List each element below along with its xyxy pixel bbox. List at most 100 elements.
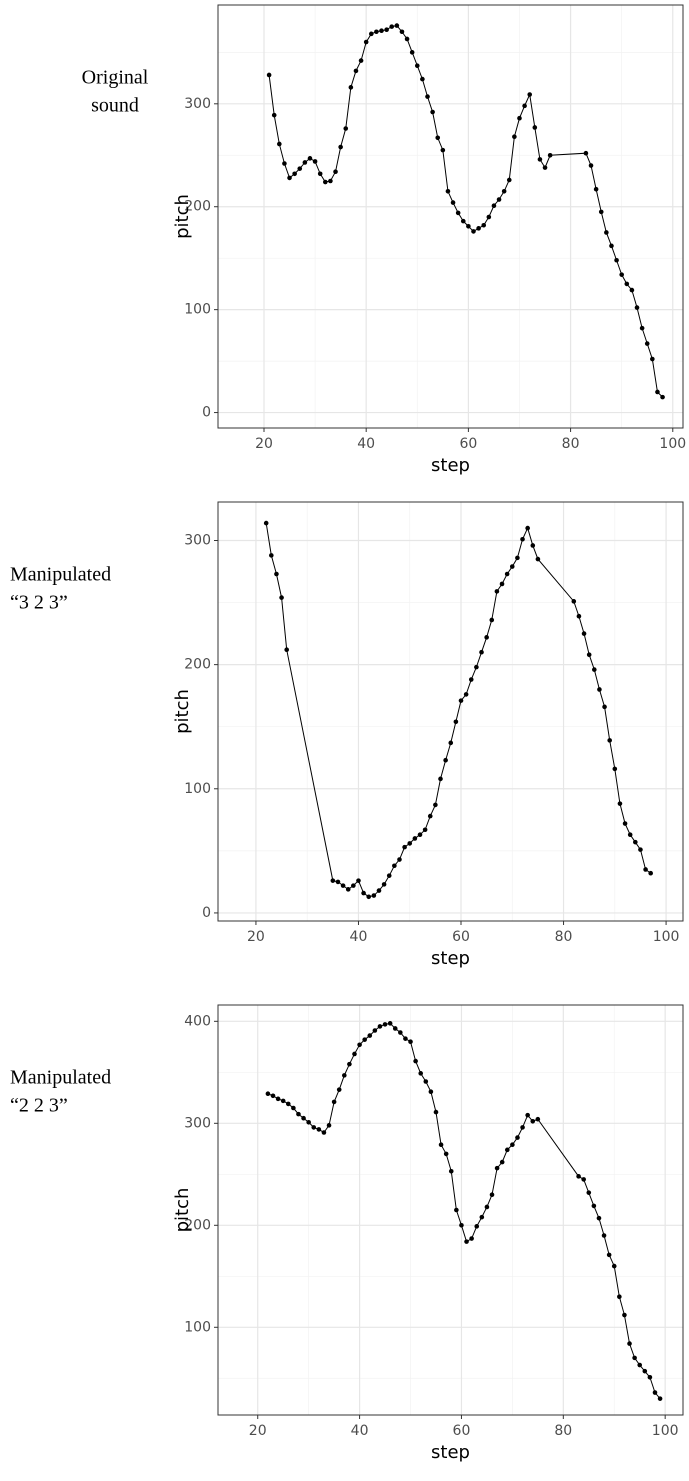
pitch-point: [468, 677, 474, 682]
pitch-point: [593, 186, 599, 192]
pitch-point: [372, 1028, 378, 1033]
pitch-point: [343, 126, 349, 131]
pitch-point: [263, 520, 269, 526]
pitch-point: [351, 883, 356, 888]
pitch-point: [496, 197, 502, 202]
pitch-point: [629, 287, 635, 293]
pitch-point: [506, 177, 512, 183]
pitch-point: [345, 887, 351, 892]
pitch-point: [474, 664, 479, 670]
pitch-point: [494, 589, 500, 594]
pitch-point: [353, 68, 359, 74]
y-tick-label: 100: [184, 781, 211, 797]
y-tick-label: 200: [184, 1217, 211, 1233]
x-tick-label: 60: [459, 436, 477, 452]
pitch-point: [362, 1037, 367, 1042]
pitch-point: [458, 698, 464, 703]
panel-annotation: Manipulated: [10, 1067, 111, 1089]
pitch-point: [509, 564, 515, 569]
pitch-point: [307, 156, 313, 161]
pitch-point: [413, 1058, 418, 1064]
pitch-point: [489, 617, 495, 623]
pitch-point: [515, 555, 520, 561]
pitch-point: [417, 832, 423, 838]
pitch-point: [450, 200, 456, 205]
x-tick-label: 100: [659, 436, 686, 452]
pitch-point: [285, 1101, 291, 1107]
pitch-point: [527, 92, 533, 97]
pitch-point: [418, 1071, 424, 1076]
pitch-point: [499, 1159, 505, 1165]
pitch-point: [638, 847, 643, 852]
pitch-point: [376, 888, 382, 893]
pitch-point: [576, 613, 582, 619]
pitch-point: [404, 36, 410, 42]
pitch-point: [422, 827, 428, 833]
y-tick-label: 100: [184, 1319, 211, 1335]
chart: 20 40 60 80 100 100 200 300 400 step pitch Manipula…: [10, 1004, 684, 1463]
pitch-point: [423, 1079, 429, 1084]
pitch-point: [471, 229, 476, 234]
pitch-point: [601, 1233, 607, 1238]
pitch-point: [292, 171, 297, 177]
pitch-point: [537, 157, 543, 162]
pitch-point: [312, 159, 318, 164]
pitch-point: [361, 890, 366, 896]
pitch-point: [586, 1190, 592, 1195]
pitch-point: [466, 223, 471, 229]
pitch-point: [530, 543, 536, 548]
pitch-point: [607, 738, 612, 743]
chart: 20 40 60 80 100 0 100 200 300 step pitch Manipulate…: [10, 501, 684, 969]
pitch-point: [644, 341, 650, 346]
pitch-point: [282, 161, 287, 166]
pitch-point: [430, 109, 435, 115]
pitch-point: [394, 23, 400, 28]
pitch-point: [612, 766, 618, 772]
pitch-point: [297, 166, 303, 171]
pitch-point: [520, 536, 525, 542]
pitch-point: [448, 1168, 454, 1174]
pitch-point: [414, 63, 420, 69]
pitch-point: [520, 1125, 525, 1130]
panel-border: [217, 501, 684, 922]
pitch-point: [398, 1030, 403, 1035]
pitch-point: [381, 882, 387, 887]
pitch-point: [386, 873, 392, 878]
pitch-point: [642, 1368, 648, 1374]
y-axis-label: pitch: [172, 689, 193, 734]
pitch-point: [271, 112, 277, 118]
pitch-point: [504, 1147, 510, 1153]
pitch-point: [269, 553, 274, 558]
pitch-point: [652, 1390, 658, 1395]
pitch-point: [634, 305, 640, 310]
pitch-point: [639, 325, 645, 331]
pitch-point: [627, 832, 633, 838]
pitch-point: [399, 29, 405, 35]
pitch-point: [532, 125, 538, 130]
panel-annotation: Manipulated: [10, 564, 111, 586]
pitch-point: [389, 24, 395, 29]
x-tick-label: 100: [653, 929, 680, 945]
pitch-point: [352, 1051, 357, 1057]
pitch-point: [542, 165, 548, 170]
pitch-point: [371, 893, 377, 898]
x-tick-label: 40: [357, 436, 375, 452]
pitch-point: [358, 58, 364, 63]
pitch-point: [571, 599, 577, 604]
pitch-point: [428, 1089, 434, 1094]
pitch-point: [326, 1123, 332, 1128]
pitch-point: [525, 1112, 530, 1118]
pitch-point: [438, 1142, 444, 1148]
pitch-point: [581, 1177, 586, 1182]
pitch-point: [660, 394, 665, 400]
x-tick-label: 40: [351, 1423, 369, 1439]
pitch-point: [336, 1087, 342, 1092]
pitch-point: [323, 179, 328, 185]
y-tick-label: 300: [184, 532, 211, 548]
pitch-point: [328, 178, 333, 184]
pitch-point: [366, 894, 372, 900]
pitch-point: [617, 801, 623, 806]
pitch-point: [367, 1033, 373, 1038]
pitch-point: [510, 1142, 515, 1148]
pitch-point: [296, 1111, 301, 1117]
